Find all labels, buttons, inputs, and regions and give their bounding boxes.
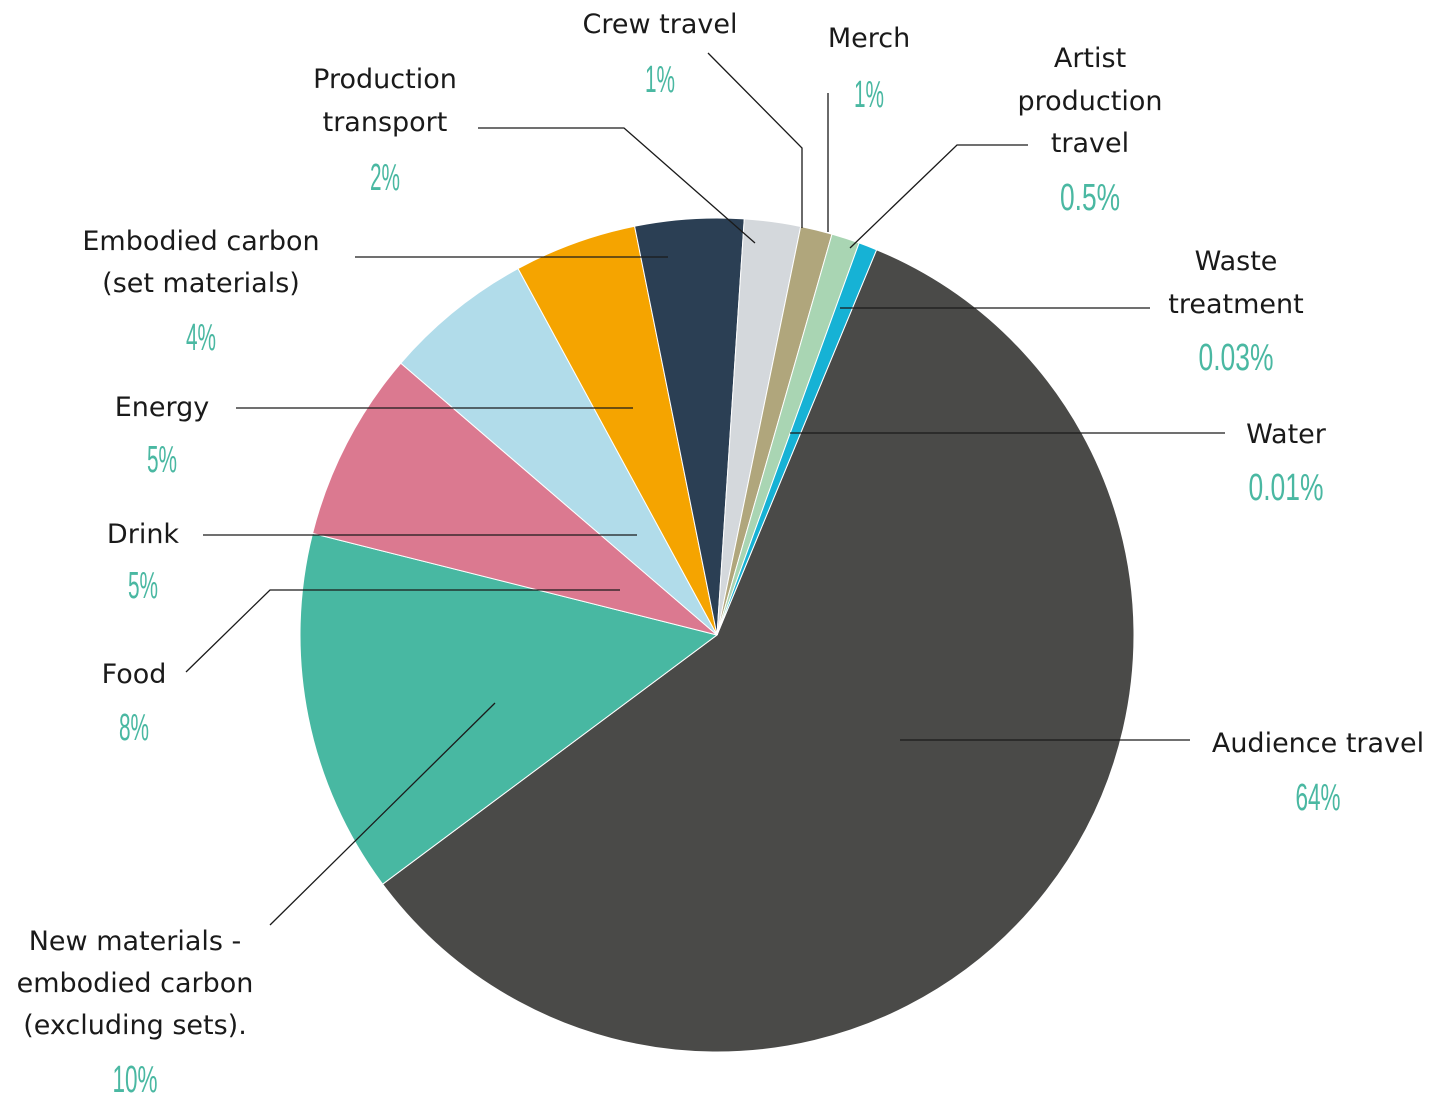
pie-slice-audience-travel [381,249,1135,1053]
slice-percent-energy: 5% [147,439,177,481]
slice-label-new-materials-embodied-carbon-excluding-sets-line-3: (excluding sets). [23,1010,247,1041]
slice-percent-new-materials-embodied-carbon-excluding-sets: 10% [113,1059,158,1097]
slice-percent-water: 0.01% [1249,467,1324,509]
slice-label-audience-travel: Audience travel [1212,728,1424,759]
slice-labels: Audience travel 64% New materials - embodie… [17,9,1425,1097]
leader-line-artist-production-travel [849,144,1028,249]
slice-label-energy: Energy [115,392,210,423]
slice-label-production-transport-line-2: transport [323,107,448,138]
pie-slice-drink [400,267,718,636]
leader-line-food [185,589,620,673]
slice-label-production-transport-line-1: Production [313,64,457,95]
slice-percent-food: 8% [119,707,149,749]
slice-percent-waste-treatment: 0.03% [1199,337,1274,379]
pie-slice-artist-production-travel [716,242,878,636]
slice-percent-artist-production-travel: 0.5% [1060,177,1120,219]
slice-label-new-materials-embodied-carbon-excluding-sets-line-1: New materials - [29,926,242,957]
slice-label-food: Food [102,659,167,690]
slice-label-merch: Merch [828,23,910,54]
pie-slices [299,217,1135,1053]
leader-line-new-materials-embodied-carbon-excluding-sets [269,702,496,926]
pie-slice-food [311,362,718,636]
slice-percent-audience-travel: 64% [1296,777,1341,819]
leader-line-crew-travel [707,52,803,228]
slice-label-embodied-carbon-set-materials-line-2: (set materials) [102,268,300,299]
slice-percent-merch: 1% [854,74,884,116]
slice-label-new-materials-embodied-carbon-excluding-sets-line-2: embodied carbon [17,968,254,999]
slice-label-water: Water [1246,419,1327,450]
leader-lines [185,52,1225,926]
slice-label-waste-treatment-line-2: treatment [1168,289,1303,320]
slice-percent-production-transport: 2% [370,157,400,199]
slice-label-artist-production-travel-line-3: travel [1051,128,1129,159]
pie-slice-new-materials-embodied-carbon-excluding-sets [299,532,719,885]
slice-label-drink: Drink [107,519,180,550]
slice-percent-embodied-carbon-set-materials: 4% [186,317,216,359]
slice-label-artist-production-travel-line-1: Artist [1054,43,1126,74]
slice-label-embodied-carbon-set-materials-line-1: Embodied carbon [82,226,319,257]
slice-percent-drink: 5% [128,565,158,607]
slice-label-waste-treatment-line-1: Waste [1195,246,1278,277]
slice-label-crew-travel: Crew travel [583,9,738,40]
leader-line-production-transport [478,127,756,244]
slice-percent-crew-travel: 1% [645,59,675,101]
slice-label-artist-production-travel-line-2: production [1018,86,1163,117]
